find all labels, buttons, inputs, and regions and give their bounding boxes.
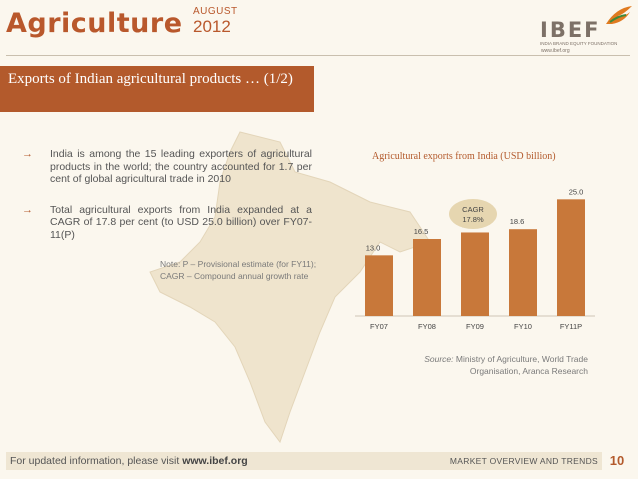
logo-text: IBEF [540, 18, 601, 42]
ibef-bird-icon [606, 6, 632, 24]
footer: For updated information, please visit ww… [6, 451, 632, 471]
cagr-label: 17.8% [462, 215, 484, 224]
bar-chart: 13.0FY0716.5FY0817.9FY0918.6FY1025.0FY11… [355, 187, 595, 331]
x-tick-label: FY11P [560, 322, 582, 331]
footnote-line: Note: P – Provisional estimate (for FY11… [160, 259, 317, 269]
section-banner: Exports of Indian agricultural products … [0, 66, 314, 112]
header-divider [6, 55, 630, 56]
report-month: AUGUST [193, 6, 238, 17]
x-tick-label: FY09 [466, 322, 484, 331]
bar-fy08 [413, 239, 441, 316]
data-label: 18.6 [510, 217, 525, 226]
source-note: Source: Ministry of Agriculture, World T… [418, 353, 588, 377]
logo-url: www.ibef.org [541, 48, 570, 54]
cagr-bubble [449, 199, 497, 229]
bullet-list: → India is among the 15 leading exporter… [22, 148, 312, 259]
footer-info: For updated information, please visit ww… [10, 455, 248, 467]
source-text: Ministry of Agriculture, World Trade Org… [455, 354, 588, 376]
header: Agriculture AUGUST 2012 IBEF INDIA BRAND… [0, 0, 638, 60]
logo-subtitle: INDIA BRAND EQUITY FOUNDATION [540, 41, 618, 46]
arrow-icon: → [22, 148, 33, 160]
x-tick-label: FY10 [514, 322, 532, 331]
source-label: Source: [424, 354, 454, 364]
bar-fy10 [509, 229, 537, 316]
footnote-line: CAGR – Compound annual growth rate [160, 271, 309, 281]
bar-fy07 [365, 255, 393, 316]
banner-text: Exports of Indian agricultural products … [8, 71, 293, 87]
page-number: 10 [602, 451, 632, 471]
footer-prefix: For updated information, please visit [10, 455, 180, 467]
bullet-item: → Total agricultural exports from India … [22, 204, 312, 242]
x-tick-label: FY07 [370, 322, 388, 331]
bullet-item: → India is among the 15 leading exporter… [22, 148, 312, 186]
cagr-label: CAGR [462, 205, 484, 214]
footer-link[interactable]: www.ibef.org [182, 455, 248, 467]
data-label: 13.0 [366, 243, 381, 252]
chart-title: Agricultural exports from India (USD bil… [372, 151, 556, 162]
footnote: Note: P – Provisional estimate (for FY11… [160, 258, 316, 282]
bar-fy11p [557, 199, 585, 316]
bullet-text: Total agricultural exports from India ex… [50, 203, 312, 241]
section-label: MARKET OVERVIEW AND TRENDS [449, 456, 598, 466]
bullet-text: India is among the 15 leading exporters … [50, 148, 312, 185]
india-map-watermark [149, 131, 431, 444]
page-title: Agriculture [6, 8, 183, 39]
data-label: 16.5 [414, 227, 429, 236]
data-label: 25.0 [569, 187, 584, 196]
x-tick-label: FY08 [418, 322, 436, 331]
bar-fy09 [461, 232, 489, 316]
report-year: 2012 [193, 17, 231, 36]
arrow-icon: → [22, 203, 33, 216]
ibef-logo: IBEF INDIA BRAND EQUITY FOUNDATION www.i… [540, 6, 632, 54]
